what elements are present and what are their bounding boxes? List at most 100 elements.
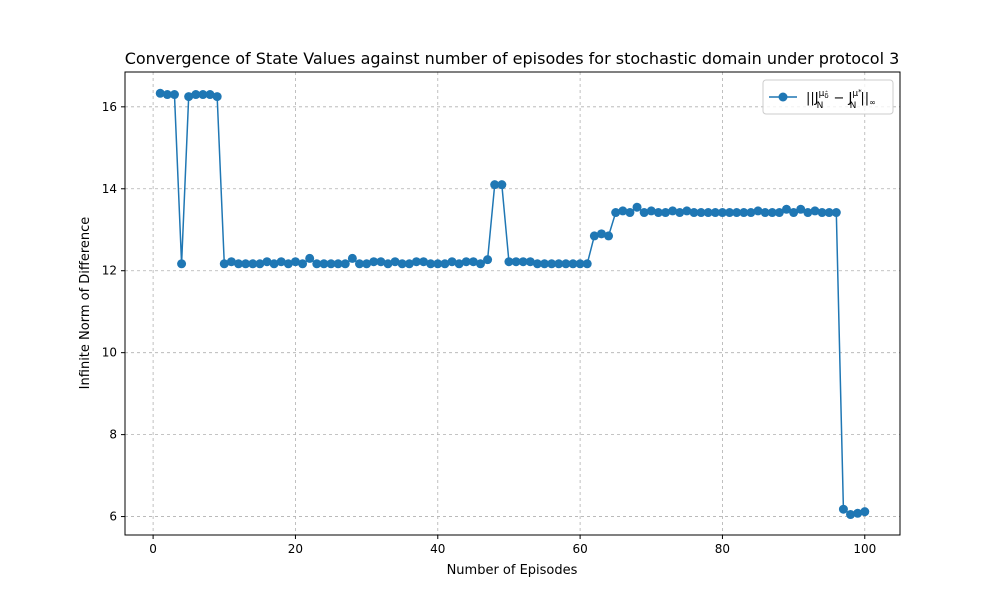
data-point xyxy=(661,208,671,218)
data-point xyxy=(276,257,286,267)
data-point xyxy=(582,259,592,269)
axis-ticks: 0 20 40 60 80 100 6 8 10 12 14 16 xyxy=(102,100,877,556)
data-point xyxy=(497,180,507,190)
data-point xyxy=(547,259,557,269)
data-point xyxy=(689,208,699,218)
data-point xyxy=(454,259,464,269)
x-tick-label: 40 xyxy=(430,542,445,556)
y-tick-label: 10 xyxy=(102,346,117,360)
legend-mu-star: μ xyxy=(852,89,858,99)
data-point xyxy=(824,208,834,218)
legend-norm-open: ||J xyxy=(806,91,819,106)
x-tick-label: 0 xyxy=(149,542,157,556)
data-point xyxy=(646,206,656,216)
data-point xyxy=(504,257,514,267)
data-point xyxy=(774,208,784,218)
data-point xyxy=(632,202,642,212)
data-point xyxy=(781,204,791,214)
data-point xyxy=(639,208,649,218)
data-point xyxy=(753,206,763,216)
data-point xyxy=(290,257,300,267)
data-point xyxy=(198,90,208,100)
data-point xyxy=(796,204,806,214)
grid xyxy=(125,72,900,535)
data-point xyxy=(305,253,315,263)
data-point xyxy=(838,504,848,514)
legend-delta-hat: δ̂ xyxy=(824,91,828,100)
data-point xyxy=(810,206,820,216)
data-point xyxy=(518,257,528,267)
data-point xyxy=(205,90,215,100)
legend-entry-label: ||Jμδ̂ N − Jμ* N ||∞ xyxy=(806,88,876,111)
legend-inf: ∞ xyxy=(869,98,876,107)
data-point xyxy=(668,206,678,216)
data-point xyxy=(326,259,336,269)
data-point xyxy=(589,231,599,241)
data-point xyxy=(831,208,841,218)
data-point xyxy=(397,259,407,269)
data-point xyxy=(184,92,194,102)
data-point xyxy=(625,208,635,218)
data-point xyxy=(319,259,329,269)
data-point xyxy=(575,259,585,269)
data-point xyxy=(241,259,251,269)
data-point xyxy=(490,180,500,190)
x-tick-label: 80 xyxy=(715,542,730,556)
data-point xyxy=(383,259,393,269)
data-point xyxy=(746,208,756,218)
data-point xyxy=(347,253,357,263)
data-point xyxy=(283,259,293,269)
data-point xyxy=(461,257,471,267)
data-point xyxy=(703,208,713,218)
data-point xyxy=(354,259,364,269)
data-point xyxy=(191,90,201,100)
data-point xyxy=(525,257,535,267)
legend-norm-close: || xyxy=(860,91,869,106)
data-point xyxy=(554,259,564,269)
data-point xyxy=(419,257,429,267)
data-point xyxy=(340,259,350,269)
data-point xyxy=(817,208,827,218)
data-point xyxy=(333,259,343,269)
data-point xyxy=(710,208,720,218)
legend-minus-j: − J xyxy=(829,91,852,106)
y-axis-label: Infinite Norm of Difference xyxy=(78,217,93,390)
data-point xyxy=(376,257,386,267)
data-point xyxy=(269,259,279,269)
data-point xyxy=(219,259,229,269)
x-tick-label: 60 xyxy=(572,542,587,556)
data-point xyxy=(255,259,265,269)
data-point xyxy=(390,257,400,267)
data-point xyxy=(732,208,742,218)
series-layer xyxy=(155,88,870,520)
data-point xyxy=(298,259,308,269)
data-point xyxy=(853,508,863,518)
data-point xyxy=(739,208,749,218)
data-point xyxy=(604,231,614,241)
data-point xyxy=(177,259,187,269)
data-point xyxy=(226,257,236,267)
data-point xyxy=(426,259,436,269)
data-point xyxy=(155,88,165,98)
data-point xyxy=(447,257,457,267)
legend: ||Jμδ̂ N − Jμ* N ||∞ xyxy=(762,79,894,115)
data-point xyxy=(846,510,856,520)
data-point xyxy=(468,257,478,267)
data-point xyxy=(234,259,244,269)
data-point xyxy=(611,208,621,218)
legend-box xyxy=(762,79,894,115)
data-point xyxy=(540,259,550,269)
data-point xyxy=(440,259,450,269)
data-point xyxy=(404,259,414,269)
data-point xyxy=(475,259,485,269)
data-point xyxy=(362,259,372,269)
y-tick-label: 6 xyxy=(109,510,117,524)
data-point xyxy=(618,206,628,216)
data-point xyxy=(725,208,735,218)
data-point xyxy=(568,259,578,269)
legend-sub-n1: N xyxy=(817,101,824,111)
data-point xyxy=(483,255,493,265)
data-point xyxy=(860,507,870,517)
